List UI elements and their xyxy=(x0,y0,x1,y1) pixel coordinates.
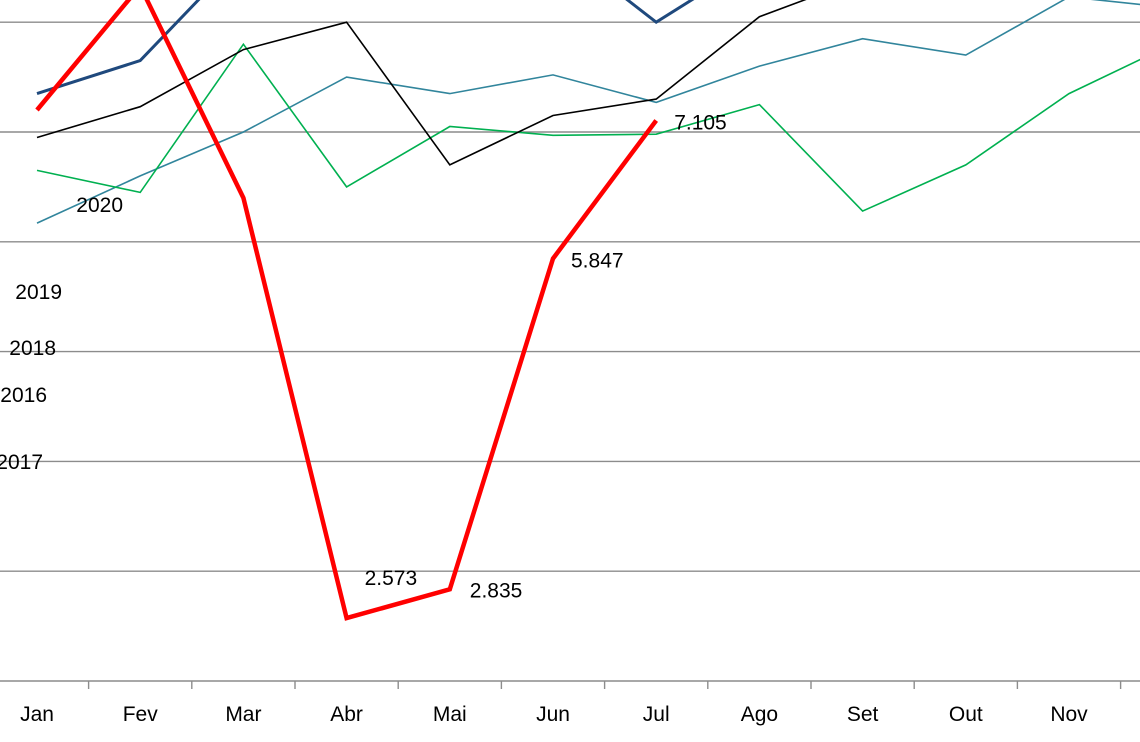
x-tick-label: Nov xyxy=(1050,703,1088,726)
series-line-2018 xyxy=(36,0,807,166)
x-tick-label: Jan xyxy=(20,703,54,726)
data-label: 7.105 xyxy=(674,111,727,134)
x-axis: JanFevMarAbrMaiJunJulAgoSetOutNovDez xyxy=(20,681,1122,726)
series-label-2018: 2018 xyxy=(9,337,56,360)
x-tick-label: Jun xyxy=(536,703,570,726)
series-line-2019 xyxy=(36,0,695,96)
data-label: 2.573 xyxy=(365,567,418,590)
series-line-2017 xyxy=(36,0,1140,224)
x-tick-label: Abr xyxy=(330,703,363,726)
series-lines xyxy=(35,0,1140,621)
x-tick-label: Mai xyxy=(433,703,467,726)
series-label-2020: 2020 xyxy=(76,194,123,217)
labels: 2020 2019 2018 2016 2017 2.573 2.835 5.847 7.105 xyxy=(0,111,727,602)
series-label-2019: 2019 xyxy=(15,281,62,304)
series-line-2016 xyxy=(36,42,1140,213)
x-tick-label: Mar xyxy=(225,703,261,726)
x-tick-label: Out xyxy=(949,703,983,726)
data-label: 5.847 xyxy=(571,250,624,273)
series-label-2016: 2016 xyxy=(0,384,47,407)
gridlines xyxy=(0,21,1140,682)
x-tick-label: Ago xyxy=(741,703,778,726)
x-tick-label: Fev xyxy=(123,703,159,726)
data-label: 2.835 xyxy=(470,579,523,602)
series-label-2017: 2017 xyxy=(0,451,43,474)
series-line-2020 xyxy=(35,0,659,621)
x-tick-label: Jul xyxy=(643,703,670,726)
x-tick-label: Set xyxy=(847,703,879,726)
